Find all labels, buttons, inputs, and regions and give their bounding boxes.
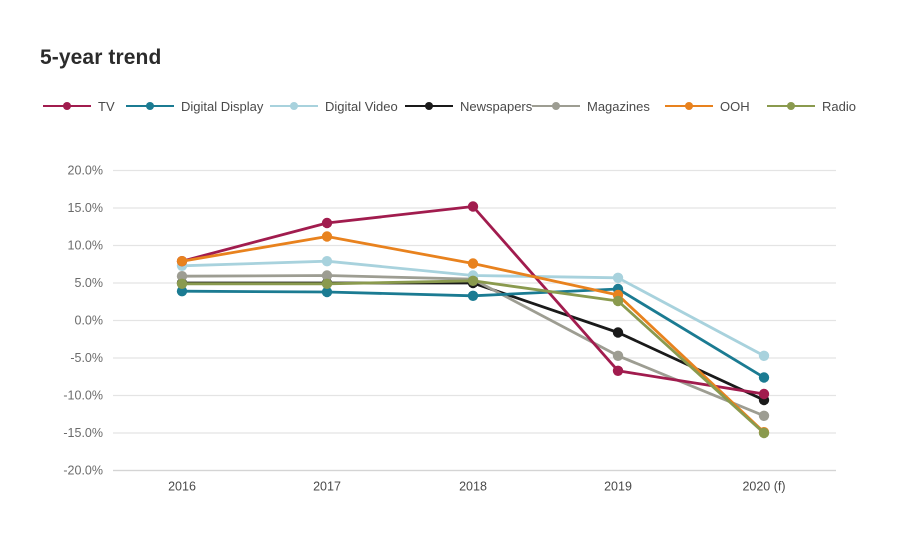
svg-text:2018: 2018 [459, 480, 487, 494]
svg-text:10.0%: 10.0% [68, 239, 103, 253]
svg-text:2017: 2017 [313, 480, 341, 494]
svg-text:2016: 2016 [168, 480, 196, 494]
svg-text:-20.0%: -20.0% [63, 464, 103, 478]
svg-text:-5.0%: -5.0% [70, 351, 103, 365]
svg-text:2020 (f): 2020 (f) [742, 480, 785, 494]
svg-text:-10.0%: -10.0% [63, 389, 103, 403]
svg-text:20.0%: 20.0% [68, 164, 103, 178]
svg-text:2019: 2019 [604, 480, 632, 494]
svg-text:-15.0%: -15.0% [63, 426, 103, 440]
svg-text:15.0%: 15.0% [68, 201, 103, 215]
svg-text:0.0%: 0.0% [75, 314, 104, 328]
svg-text:5.0%: 5.0% [75, 276, 104, 290]
